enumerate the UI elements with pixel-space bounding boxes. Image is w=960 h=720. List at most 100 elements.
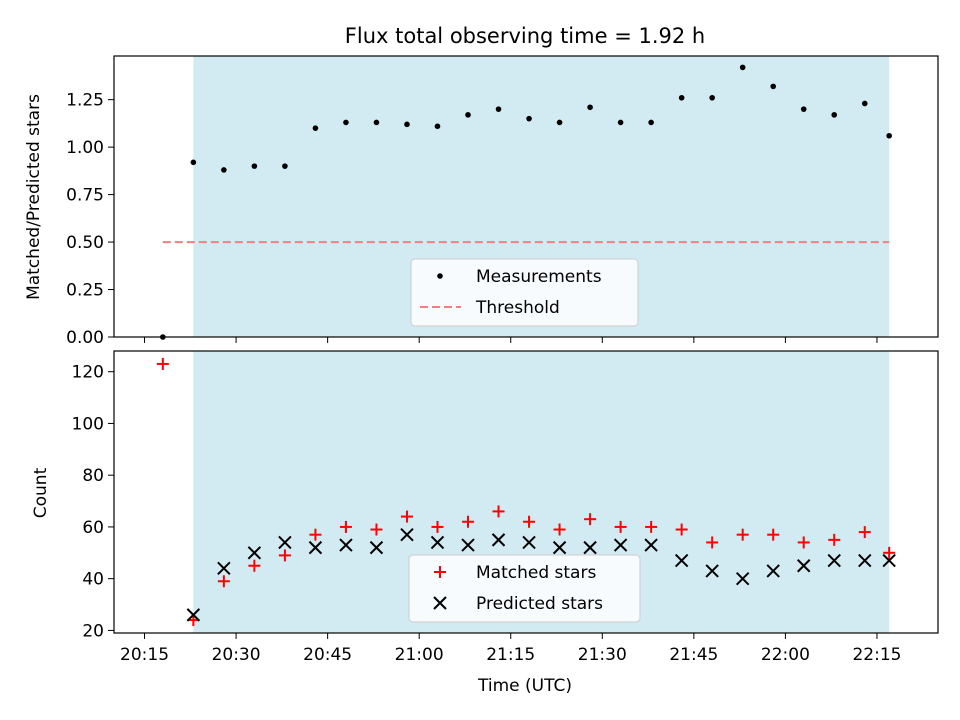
x-tick-label: 22:15 — [852, 645, 901, 665]
top-legend-box — [410, 258, 639, 327]
measurement-point — [800, 106, 807, 112]
top-plot-frame — [113, 55, 939, 338]
measurement-point — [709, 94, 715, 101]
top-y-tick-label: 0.25 — [66, 281, 104, 301]
predicted-star-point — [339, 538, 353, 552]
predicted-star-point — [430, 535, 445, 550]
matched-star-point — [675, 523, 688, 536]
legend-matched-marker — [434, 566, 446, 578]
measurement-point — [190, 159, 197, 166]
legend-threshold-label: Threshold — [475, 298, 560, 318]
predicted-star-stroke — [644, 538, 658, 552]
predicted-star-point — [308, 540, 323, 555]
top-y-tick-label: 0.00 — [66, 328, 104, 348]
matched-star-point — [553, 523, 566, 536]
top-y-axis-label: Matched/Predicted stars — [24, 94, 44, 300]
top-y-tick-label: 0.50 — [66, 233, 104, 253]
matched-star-point — [248, 559, 261, 572]
matched-star-point — [431, 520, 444, 533]
x-tick-label: 22:00 — [761, 645, 810, 665]
predicted-star-stroke — [735, 571, 750, 586]
predicted-star-stroke — [369, 540, 384, 555]
bottom-y-tick-label: 60 — [82, 518, 104, 538]
predicted-star-point — [186, 608, 201, 622]
matched-star-point — [400, 510, 413, 523]
predicted-star-point — [705, 564, 719, 578]
predicted-star-stroke — [217, 561, 231, 576]
matched-star-point — [492, 505, 505, 518]
predicted-star-stroke — [247, 546, 262, 560]
predicted-star-stroke — [522, 535, 536, 550]
top-y-tick-label: 1.25 — [66, 91, 104, 111]
measurement-point — [739, 64, 746, 71]
predicted-star-point — [644, 538, 658, 552]
predicted-star-point — [217, 561, 231, 576]
top-y-ticks: 0.00 0.25 0.50 0.75 1.00 1.25 — [66, 91, 114, 348]
bottom-legend-box — [408, 554, 641, 623]
matched-star-point — [828, 533, 841, 546]
matched-star-point — [462, 515, 475, 528]
legend-predicted-label: Predicted stars — [476, 594, 603, 614]
bottom-x-ticks: 20:15 20:30 20:45 21:00 21:15 21:30 21:45 22:00… — [120, 633, 901, 665]
matched-star-point — [858, 526, 871, 539]
matched-star-point — [584, 513, 597, 526]
top-y-tick-label: 1.00 — [66, 138, 104, 158]
x-axis-label: Time (UTC) — [477, 676, 572, 696]
top-legend: Measurements Threshold — [410, 258, 639, 327]
matched-star-point — [156, 357, 169, 370]
legend-predicted-marker — [433, 596, 447, 610]
bottom-y-tick-label: 80 — [82, 466, 104, 486]
measurement-point — [861, 100, 868, 107]
x-tick-label: 21:30 — [578, 645, 627, 665]
measurement-point — [251, 163, 258, 169]
predicted-star-point — [461, 538, 475, 552]
predicted-star-stroke — [674, 553, 689, 568]
matched-star-point — [767, 528, 780, 541]
predicted-star-point — [613, 538, 628, 552]
predicted-star-point — [882, 553, 896, 568]
predicted-star-stroke — [705, 564, 719, 578]
bottom-panel: 20 40 60 80 100 120 20:15 20:30 20:45 21:00 21:15… — [31, 350, 939, 696]
measurement-point — [587, 104, 593, 111]
predicted-star-stroke — [430, 535, 445, 550]
predicted-star-points — [186, 527, 896, 622]
predicted-star-point — [583, 540, 597, 555]
measurement-point — [343, 119, 349, 126]
x-tick-label: 21:45 — [669, 645, 718, 665]
bottom-plot-frame — [113, 350, 939, 634]
bottom-y-tick-label: 40 — [82, 570, 104, 590]
predicted-star-stroke — [882, 553, 896, 568]
predicted-star-stroke — [186, 608, 201, 622]
matched-star-point — [523, 515, 536, 528]
matched-star-point — [736, 528, 749, 541]
predicted-star-stroke — [491, 533, 506, 547]
bottom-y-tick-label: 100 — [72, 414, 104, 434]
predicted-star-point — [766, 564, 780, 578]
matched-star-point — [797, 536, 810, 549]
predicted-star-point — [369, 540, 384, 555]
measurement-point — [312, 125, 319, 131]
top-y-tick-label: 0.75 — [66, 186, 104, 206]
bottom-y-tick-label: 120 — [72, 363, 104, 383]
predicted-star-stroke — [339, 538, 353, 552]
measurement-point — [886, 132, 892, 139]
predicted-star-point — [552, 540, 567, 555]
predicted-star-stroke — [858, 553, 872, 568]
x-tick-label: 21:15 — [486, 645, 535, 665]
predicted-star-stroke — [278, 535, 292, 550]
predicted-star-stroke — [613, 538, 628, 552]
matched-star-point — [706, 536, 719, 549]
bottom-y-axis-label: Count — [31, 467, 51, 518]
predicted-star-point — [278, 535, 292, 550]
matched-star-point — [309, 528, 322, 541]
x-tick-label: 20:15 — [120, 645, 169, 665]
bottom-y-tick-label: 20 — [82, 621, 104, 641]
x-tick-label: 21:00 — [395, 645, 444, 665]
bottom-legend: Matched stars Predicted stars — [408, 554, 641, 623]
measurement-point — [404, 121, 410, 128]
predicted-star-point — [797, 559, 811, 573]
predicted-star-stroke — [827, 553, 841, 568]
predicted-star-point — [491, 533, 506, 547]
matched-star-point — [339, 520, 352, 533]
predicted-star-stroke — [766, 564, 780, 578]
